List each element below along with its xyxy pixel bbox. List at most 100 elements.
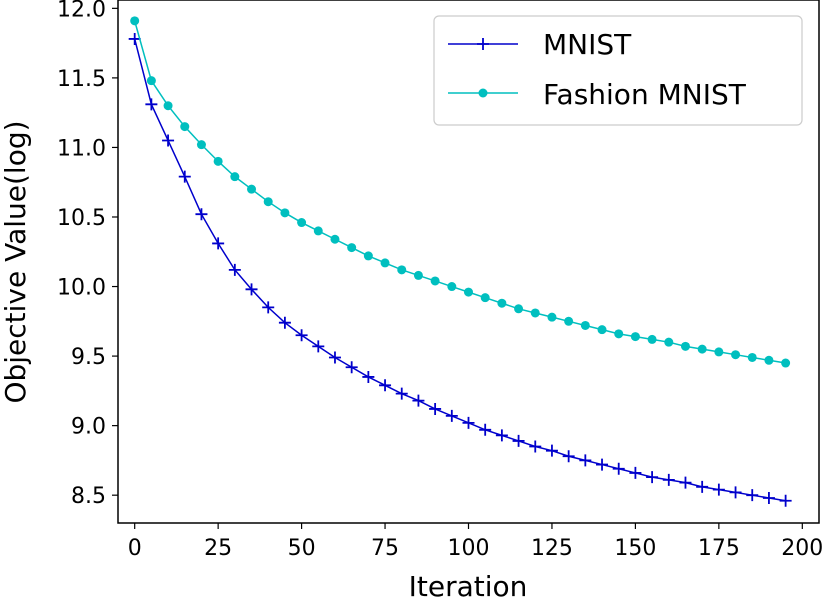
data-point-mnist [228,263,241,276]
data-point-mnist [345,361,358,374]
x-tick-label: 0 [128,536,142,561]
legend-label-mnist: MNIST [543,28,632,61]
data-point-mnist [762,491,775,504]
data-point-mnist [328,351,341,364]
data-point-mnist [579,454,592,467]
data-point-fashion-mnist [614,329,624,339]
series-line-fashion-mnist [133,20,786,364]
data-point-fashion-mnist [163,101,173,111]
data-point-mnist [495,429,508,442]
y-axis: 8.5 9.0 9.5 10.0 10.5 11.0 11.5 12.0 [57,0,118,509]
data-point-fashion-mnist [731,350,741,360]
data-point-fashion-mnist [330,234,340,244]
x-axis: 0 25 50 75 100 125 150 175 200 [128,523,823,561]
data-point-mnist [479,423,492,436]
data-point-fashion-mnist [180,122,190,132]
data-point-fashion-mnist [714,347,724,357]
data-point-fashion-mnist [680,341,690,351]
data-point-mnist [412,394,425,407]
data-point-mnist [295,329,308,342]
data-point-mnist [262,301,275,314]
y-axis-label: Objective Value(log) [0,120,32,403]
data-point-mnist [596,458,609,471]
x-tick-label: 75 [371,536,399,561]
data-point-mnist [746,489,759,502]
x-axis-label: Iteration [409,570,528,603]
data-point-fashion-mnist [497,298,507,308]
x-tick-label: 125 [531,536,573,561]
y-tick-label: 12.0 [57,0,106,22]
data-point-fashion-mnist [464,287,473,297]
data-point-fashion-mnist [130,16,140,26]
data-point-fashion-mnist [530,308,540,318]
legend-marker-fashion-mnist [478,88,488,98]
y-tick-label: 9.0 [71,415,106,440]
data-point-fashion-mnist [263,197,273,207]
x-tick-label: 200 [781,536,823,561]
x-tick-label: 25 [204,536,232,561]
data-point-mnist [162,134,175,147]
data-point-mnist [379,379,392,392]
legend-box [433,15,803,126]
data-point-mnist [729,486,742,499]
data-point-mnist [545,444,558,457]
data-point-fashion-mnist [313,226,323,236]
data-point-mnist [629,466,642,479]
data-point-fashion-mnist [247,184,257,194]
data-point-mnist [212,237,225,250]
y-tick-label: 10.5 [57,206,106,231]
data-point-fashion-mnist [647,334,657,344]
data-point-fashion-mnist [347,243,357,253]
data-point-mnist [245,283,258,296]
data-point-fashion-mnist [413,270,423,280]
data-point-fashion-mnist [597,325,607,335]
data-point-fashion-mnist [747,352,757,362]
data-point-mnist [612,462,625,475]
data-point-mnist [662,473,675,486]
data-point-mnist [312,340,325,353]
data-point-fashion-mnist [564,316,574,326]
data-point-mnist [562,450,575,463]
data-point-mnist [278,316,291,329]
y-tick-label: 10.0 [57,276,106,301]
data-point-mnist [712,483,725,496]
x-tick-label: 175 [698,536,740,561]
data-point-fashion-mnist [480,293,490,303]
data-point-fashion-mnist [297,218,307,228]
data-point-fashion-mnist [230,172,240,182]
data-point-fashion-mnist [196,140,206,150]
data-point-mnist [429,402,442,415]
data-point-mnist [646,471,659,484]
data-point-fashion-mnist [781,358,791,368]
data-point-mnist [529,440,542,453]
data-point-fashion-mnist [397,265,407,275]
data-point-fashion-mnist [280,208,290,218]
data-point-mnist [128,32,141,45]
y-tick-label: 8.5 [71,484,106,509]
data-point-fashion-mnist [547,312,557,322]
data-point-fashion-mnist [514,304,524,314]
data-point-mnist [779,494,792,507]
data-point-fashion-mnist [447,282,457,292]
data-point-mnist [195,208,208,221]
legend-marker-mnist [477,38,489,50]
data-point-fashion-mnist [580,320,590,330]
y-tick-label: 11.0 [57,136,106,161]
data-point-mnist [395,387,408,400]
data-point-mnist [178,170,191,183]
data-point-fashion-mnist [630,332,640,342]
legend-label-fashion-mnist: Fashion MNIST [543,78,747,111]
data-point-fashion-mnist [430,276,440,286]
y-tick-label: 11.5 [57,67,106,92]
data-point-fashion-mnist [146,76,156,86]
data-point-fashion-mnist [697,344,707,354]
data-point-mnist [362,370,375,383]
series-line-mnist [133,38,786,502]
data-point-fashion-mnist [213,156,223,166]
data-point-mnist [512,434,525,447]
data-point-mnist [445,409,458,422]
series-layer [128,16,792,507]
x-tick-label: 150 [614,536,656,561]
data-point-mnist [145,98,158,111]
